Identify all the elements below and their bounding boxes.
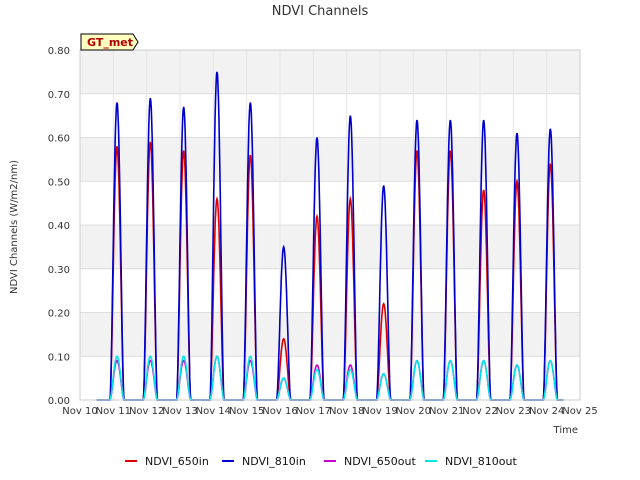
y-tick-label: 0.00	[48, 396, 70, 407]
plot-frame	[79, 49, 581, 401]
y-axis-ticks: 0.00 0.10 0.20 0.30 0.40 0.50 0.60 0.70 0.80	[48, 46, 70, 407]
y-tick-label: 0.30	[48, 265, 70, 276]
y-axis-label: NDVI Channels (W/m2/nm)	[9, 160, 20, 294]
legend-label: NDVI_650out	[344, 455, 416, 468]
background-band	[80, 356, 580, 400]
legend-label: NDVI_810out	[445, 455, 517, 468]
y-tick-label: 0.70	[48, 90, 70, 101]
background-band	[80, 225, 580, 269]
x-tick-label: Nov 24	[529, 406, 564, 417]
x-tick-label: Nov 17	[296, 406, 331, 417]
x-tick-label: Nov 15	[229, 406, 264, 417]
y-tick-label: 0.60	[48, 134, 70, 145]
legend-label: NDVI_650in	[145, 455, 209, 468]
x-tick-label: Nov 13	[162, 406, 197, 417]
x-tick-label: Nov 23	[496, 406, 531, 417]
background-band	[80, 93, 580, 138]
x-tick-label: Nov 16	[262, 406, 297, 417]
badge-label: GT_met	[87, 36, 133, 49]
badge-background	[80, 33, 139, 51]
y-tick-label: 0.80	[48, 46, 70, 57]
x-tick-label: Nov 25	[562, 406, 597, 417]
x-tick-label: Nov 14	[196, 406, 231, 417]
background-band	[80, 137, 580, 182]
background-band	[80, 268, 580, 313]
y-tick-label: 0.10	[48, 352, 70, 363]
chart-title: NDVI Channels	[272, 4, 369, 19]
x-tick-label: Nov 18	[329, 406, 364, 417]
x-tick-label: Nov 11	[96, 406, 131, 417]
background-band	[80, 312, 580, 357]
x-tick-label: Nov 10	[62, 406, 97, 417]
x-tick-label: Nov 19	[362, 406, 397, 417]
gt-met-badge: GT_met	[80, 33, 139, 51]
x-tick-label: Nov 22	[462, 406, 497, 417]
background-band	[80, 181, 580, 225]
plot-background-bands	[80, 50, 580, 400]
y-tick-label: 0.40	[48, 221, 70, 232]
background-band	[80, 50, 580, 94]
legend-label: NDVI_810in	[242, 455, 306, 468]
x-tick-label: Nov 20	[396, 406, 431, 417]
y-tick-label: 0.20	[48, 309, 70, 320]
x-axis-label: Time	[553, 425, 578, 436]
x-tick-label: Nov 12	[129, 406, 164, 417]
y-tick-label: 0.50	[48, 177, 70, 188]
legend: NDVI_650in NDVI_810in NDVI_650out NDVI_810o…	[125, 455, 517, 468]
x-tick-label: Nov 21	[429, 406, 464, 417]
